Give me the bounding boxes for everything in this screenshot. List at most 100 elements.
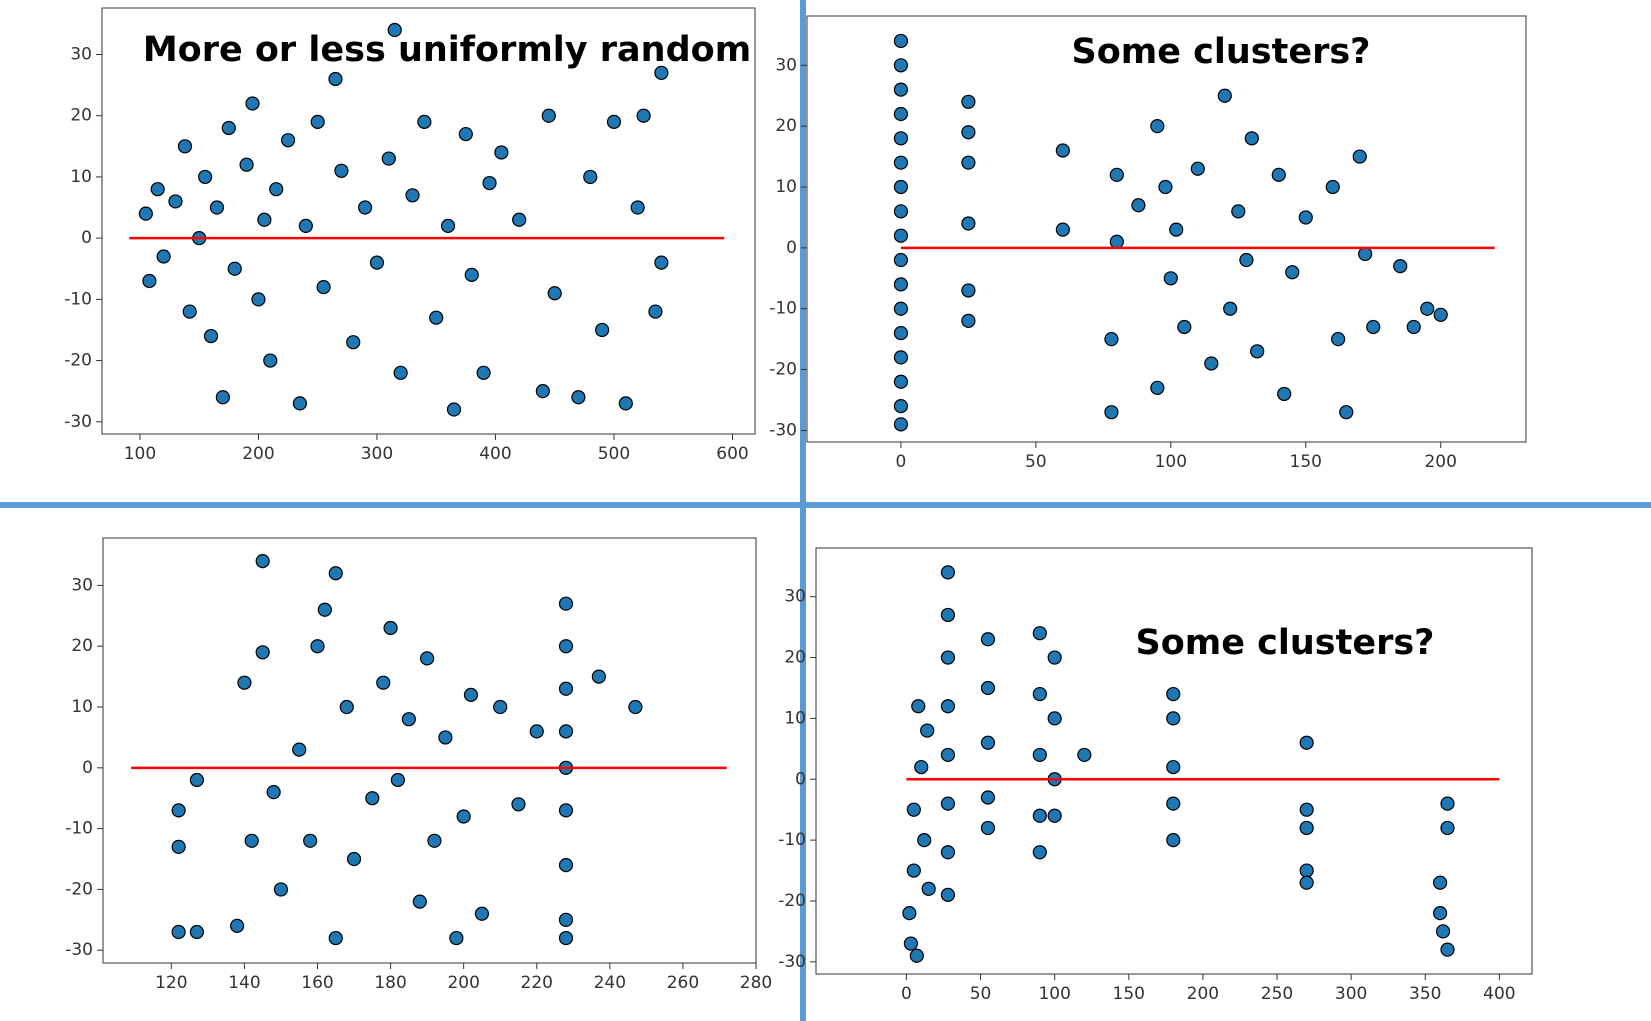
point: [1285, 265, 1300, 280]
y-tick-label: -10: [778, 830, 806, 850]
point: [1032, 808, 1047, 823]
point: [1104, 332, 1119, 347]
y-tick-label: 0: [82, 758, 93, 778]
point: [961, 313, 976, 328]
annotation: More or less uniformly random: [143, 30, 751, 70]
point: [494, 145, 509, 160]
point: [558, 930, 574, 946]
point: [168, 194, 183, 209]
annotation: Some clusters?: [1135, 623, 1434, 663]
point: [237, 675, 252, 690]
point: [1109, 167, 1124, 182]
point: [257, 212, 272, 227]
x-tick-label: 280: [740, 973, 772, 993]
point: [405, 188, 420, 203]
point: [1420, 301, 1435, 316]
x-tick-label: 180: [374, 973, 406, 993]
point: [221, 120, 236, 136]
point: [893, 301, 909, 316]
point: [648, 304, 663, 319]
point: [1433, 307, 1448, 322]
point: [138, 206, 153, 221]
point: [1299, 875, 1314, 890]
point: [1432, 875, 1448, 890]
point: [1250, 344, 1265, 359]
point: [558, 596, 574, 611]
point: [150, 182, 165, 197]
point: [1406, 319, 1421, 335]
point: [189, 924, 205, 940]
point: [893, 58, 909, 73]
point: [1331, 332, 1346, 347]
y-tick-label: 30: [70, 45, 92, 65]
point: [328, 71, 343, 87]
point: [189, 772, 205, 788]
point: [1393, 259, 1408, 274]
point: [427, 833, 442, 848]
y-tick-label: 20: [775, 116, 797, 136]
point: [255, 645, 270, 660]
x-tick-label: 160: [301, 973, 333, 993]
point: [558, 858, 574, 873]
point: [203, 328, 219, 344]
point: [893, 252, 909, 268]
point: [940, 650, 956, 665]
point: [654, 65, 669, 80]
point: [474, 906, 490, 921]
point: [482, 175, 497, 191]
point: [547, 286, 562, 301]
x-tick-label: 50: [1025, 452, 1047, 472]
point: [541, 108, 556, 123]
point: [980, 790, 996, 805]
y-tick-label: -30: [64, 412, 92, 432]
point: [940, 565, 956, 580]
x-tick-label: 300: [361, 444, 393, 464]
point: [449, 930, 464, 946]
point: [893, 179, 909, 195]
point: [903, 936, 918, 951]
x-tick-label: 0: [896, 452, 907, 472]
point: [476, 365, 491, 380]
y-tick-label: 0: [81, 228, 92, 248]
point: [227, 261, 242, 276]
point: [893, 82, 909, 97]
point: [239, 157, 254, 172]
point: [980, 820, 996, 836]
point: [920, 723, 935, 738]
x-tick-label: 50: [970, 984, 992, 1004]
point: [1231, 204, 1246, 219]
point: [1223, 301, 1238, 316]
point: [591, 669, 606, 684]
y-tick-label: -10: [64, 289, 92, 309]
point: [393, 365, 408, 380]
point: [292, 396, 308, 411]
point: [463, 687, 479, 702]
point: [346, 335, 361, 350]
point: [420, 651, 435, 666]
point: [1271, 167, 1286, 182]
point: [292, 742, 307, 757]
point: [940, 747, 956, 763]
point: [1032, 686, 1047, 702]
point: [980, 735, 996, 750]
point: [595, 322, 610, 338]
point: [1352, 149, 1367, 164]
y-tick-label: 30: [775, 55, 797, 75]
point: [1440, 796, 1455, 811]
point: [171, 924, 186, 940]
point: [1298, 210, 1313, 225]
point: [893, 417, 909, 432]
point: [171, 803, 186, 818]
point: [383, 620, 398, 636]
point: [1299, 802, 1314, 817]
point: [310, 639, 325, 654]
point: [1277, 386, 1292, 402]
x-tick-label: 220: [521, 973, 553, 993]
point: [606, 114, 622, 129]
point: [244, 833, 259, 848]
point: [1166, 796, 1181, 811]
point: [558, 681, 574, 696]
point: [1131, 198, 1146, 213]
point: [511, 797, 526, 812]
